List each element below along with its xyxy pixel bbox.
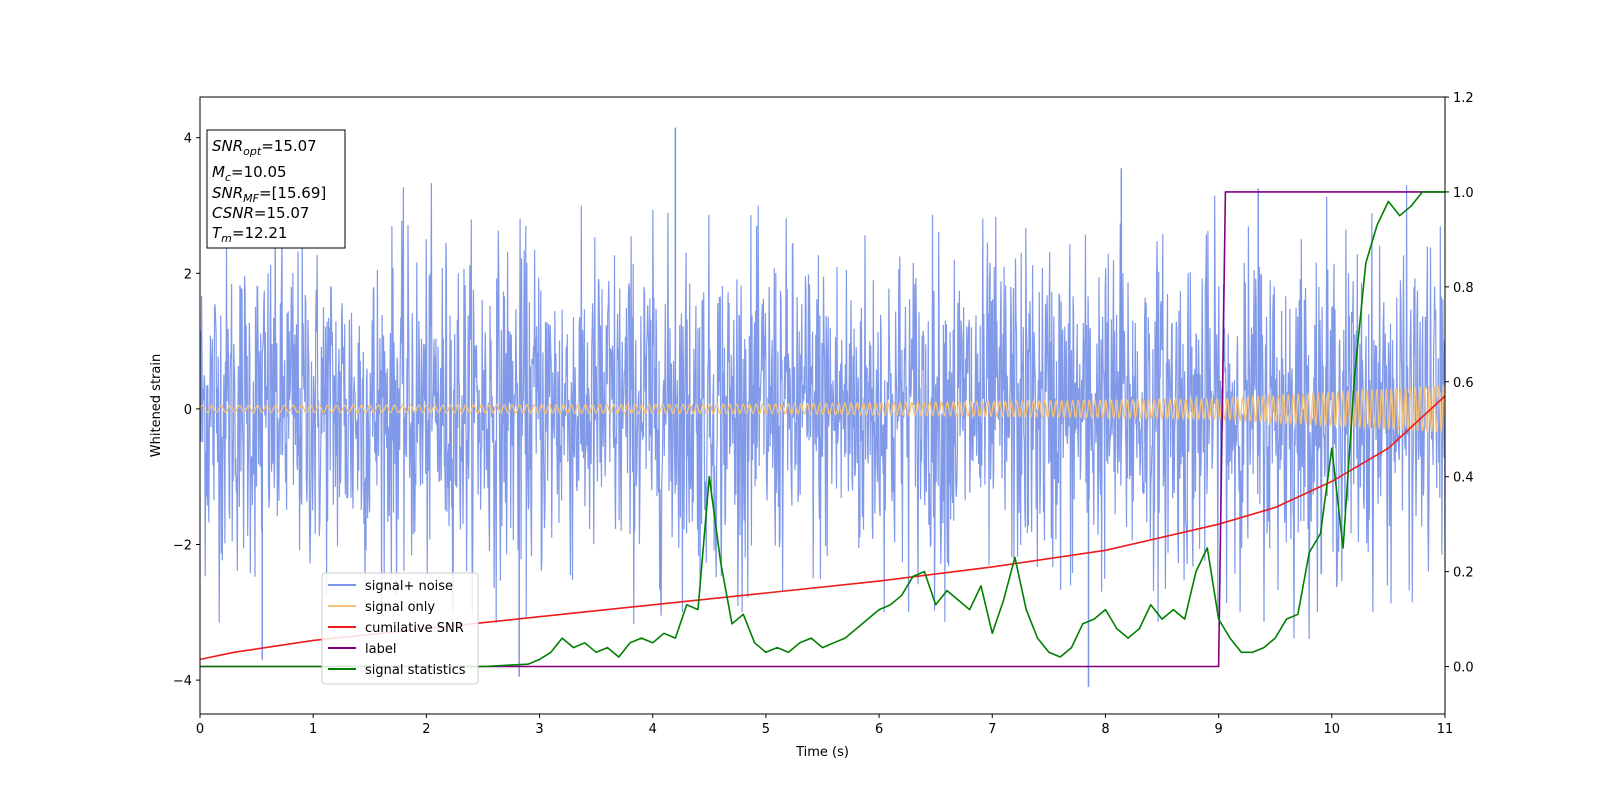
legend: signal+ noise signal only cumilative SNR… (321, 572, 479, 685)
y-tick-label: 0 (184, 403, 192, 418)
legend-label-signal-only: signal only (365, 600, 435, 615)
y2-tick-label: 0.6 (1453, 376, 1474, 391)
y2-tick-label: 1.2 (1453, 91, 1474, 106)
plot-frame (199, 96, 1446, 715)
x-tick-label: 8 (1101, 722, 1109, 737)
x-axis-label: Time (s) (795, 745, 849, 760)
stats-box-frame (206, 129, 346, 249)
y-tick-label: −2 (173, 538, 192, 553)
x-tick-label: 4 (649, 722, 657, 737)
legend-label-cumulative-snr: cumilative SNR (365, 621, 464, 636)
x-tick-label: 11 (1437, 722, 1454, 737)
series-signal-noise (200, 183, 1445, 640)
series-signal-statistics (200, 191, 1445, 668)
x-tick-label: 1 (309, 722, 317, 737)
legend-frame (321, 572, 479, 685)
axes-layer: 0 1 2 3 4 5 6 7 8 9 10 11 4 2 0 −2 −4 1.2 1.0 0.8 0.6 0.4 0.2 0… (173, 91, 1474, 737)
stat-tm: Tm=12.21 (212, 224, 287, 245)
x-tick-label: 6 (875, 722, 883, 737)
stat-snr-opt: SNRopt=15.07 (212, 137, 317, 158)
x-tick-label: 5 (762, 722, 770, 737)
y-tick-label: 2 (184, 267, 192, 282)
legend-label-label: label (365, 642, 396, 657)
stats-box: SNRopt=15.07 Mc=10.05 SNRMF=[15.69] CSNR… (206, 129, 346, 249)
stat-csnr: CSNR=15.07 (212, 204, 309, 222)
legend-label-signal-statistics: signal statistics (365, 663, 466, 678)
legend-label-signal-noise: signal+ noise (365, 579, 453, 594)
series-layer (200, 127, 1445, 687)
y-tick-label: −4 (173, 674, 192, 689)
x-tick-label: 10 (1324, 722, 1341, 737)
y2-tick-label: 0.0 (1453, 661, 1474, 676)
x-tick-label: 7 (988, 722, 996, 737)
y2-tick-label: 0.8 (1453, 281, 1474, 296)
y2-tick-label: 1.0 (1453, 186, 1474, 201)
y2-tick-label: 0.4 (1453, 471, 1474, 486)
x-tick-label: 0 (196, 722, 204, 737)
y2-tick-label: 0.2 (1453, 566, 1474, 581)
series-signal-only (200, 383, 1445, 433)
y-axis-label: Whitened strain (149, 354, 164, 457)
x-tick-label: 9 (1214, 722, 1222, 737)
stat-chirp-mass: Mc=10.05 (212, 163, 287, 184)
y-tick-label: 4 (184, 132, 192, 147)
series-label (200, 191, 1445, 668)
stat-snr-mf: SNRMF=[15.69] (212, 184, 326, 205)
x-tick-label: 3 (535, 722, 543, 737)
x-tick-label: 2 (422, 722, 430, 737)
